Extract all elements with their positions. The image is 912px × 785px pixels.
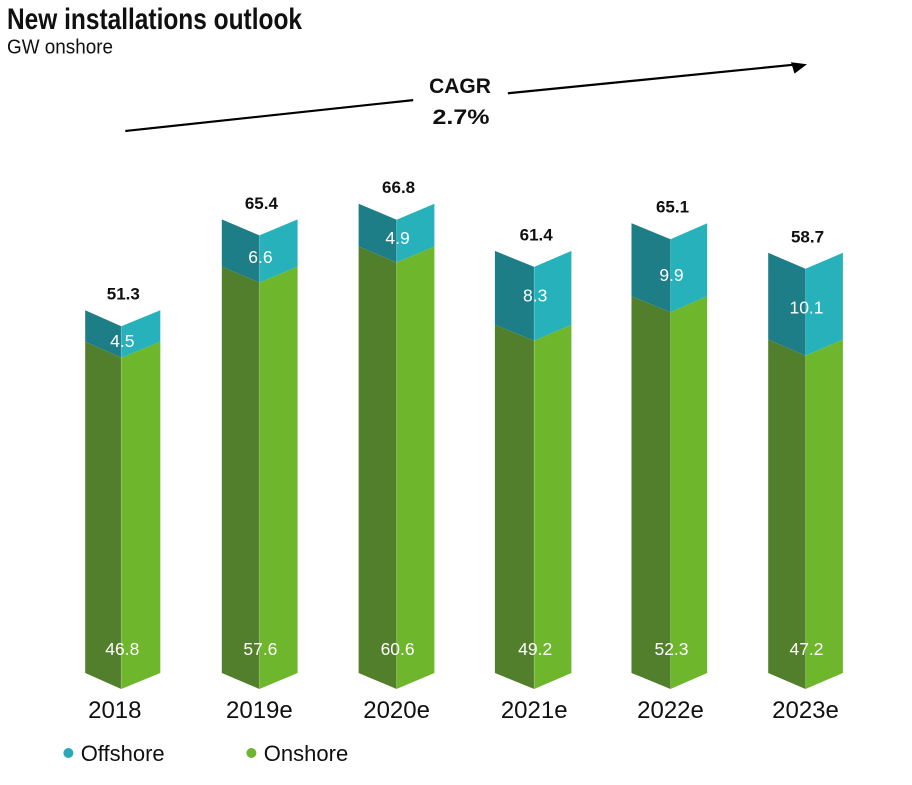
svg-text:51.3: 51.3 <box>107 285 140 304</box>
svg-text:46.8: 46.8 <box>105 639 139 659</box>
svg-text:2019e: 2019e <box>226 697 293 724</box>
svg-text:2022e: 2022e <box>637 697 704 724</box>
svg-text:2018: 2018 <box>88 697 141 724</box>
svg-text:4.9: 4.9 <box>385 228 409 248</box>
svg-text:52.3: 52.3 <box>654 639 688 659</box>
svg-text:65.1: 65.1 <box>656 198 689 217</box>
svg-text:49.2: 49.2 <box>518 639 552 659</box>
svg-text:57.6: 57.6 <box>243 639 277 659</box>
svg-text:47.2: 47.2 <box>789 639 823 659</box>
svg-text:GW onshore: GW onshore <box>7 37 113 59</box>
svg-text:6.6: 6.6 <box>248 247 272 267</box>
svg-text:2020e: 2020e <box>363 697 430 724</box>
svg-text:66.8: 66.8 <box>382 178 415 197</box>
svg-text:CAGR: CAGR <box>429 75 491 98</box>
svg-text:2.7%: 2.7% <box>433 106 490 129</box>
svg-text:Offshore: Offshore <box>81 741 165 766</box>
svg-text:New installations outlook: New installations outlook <box>7 3 302 36</box>
svg-text:9.9: 9.9 <box>659 265 683 285</box>
svg-text:4.5: 4.5 <box>110 331 134 351</box>
svg-text:65.4: 65.4 <box>245 194 279 213</box>
svg-text:58.7: 58.7 <box>791 227 824 246</box>
svg-text:61.4: 61.4 <box>520 225 554 244</box>
svg-text:Onshore: Onshore <box>264 741 348 766</box>
svg-text:2021e: 2021e <box>501 697 568 724</box>
svg-text:10.1: 10.1 <box>789 297 823 317</box>
svg-text:2023e: 2023e <box>772 697 839 724</box>
svg-text:8.3: 8.3 <box>523 286 547 306</box>
svg-text:60.6: 60.6 <box>381 639 415 659</box>
